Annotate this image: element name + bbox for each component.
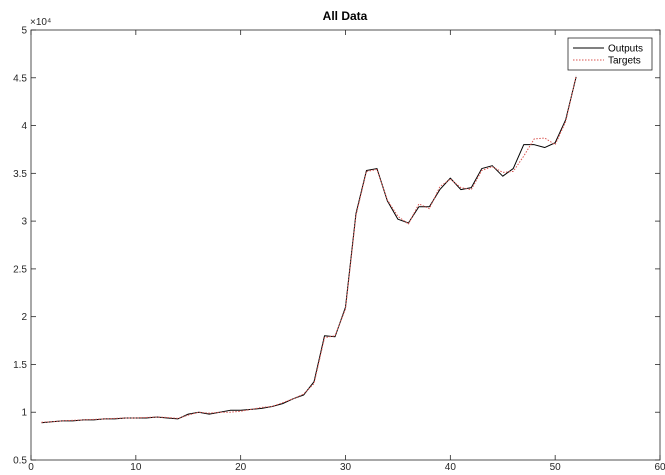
chart-title: All Data [323,9,368,23]
x-tick-label: 40 [445,462,457,470]
y-tick-label: 2 [21,312,27,323]
y-tick-label: 3 [21,217,27,228]
x-tick-label: 10 [130,462,142,470]
legend-label-targets: Targets [608,56,641,67]
x-tick-label: 60 [654,462,665,470]
x-tick-label: 0 [28,462,34,470]
y-tick-label: 1.5 [13,360,27,371]
x-tick-label: 20 [235,462,247,470]
y-tick-label: 5 [21,26,27,37]
y-tick-label: 2.5 [13,264,27,275]
y-axis-exponent-label: ×10⁴ [30,17,51,28]
y-tick-label: 0.5 [13,456,27,467]
plot-area: 0 10 20 30 40 50 60 0.5 1 1.5 2 2.5 3 3.5 4 4.5 5 [13,26,665,474]
legend-box [567,37,653,71]
x-tick-label: 30 [340,462,352,470]
y-tick-label: 4 [21,121,27,132]
y-tick-label: 3.5 [13,169,27,180]
y-tick-label: 1 [21,408,27,419]
x-tick-label: 50 [550,462,562,470]
legend-label-outputs: Outputs [608,44,643,55]
series-line-targets [41,75,577,423]
y-tick-label: 4.5 [13,73,27,84]
